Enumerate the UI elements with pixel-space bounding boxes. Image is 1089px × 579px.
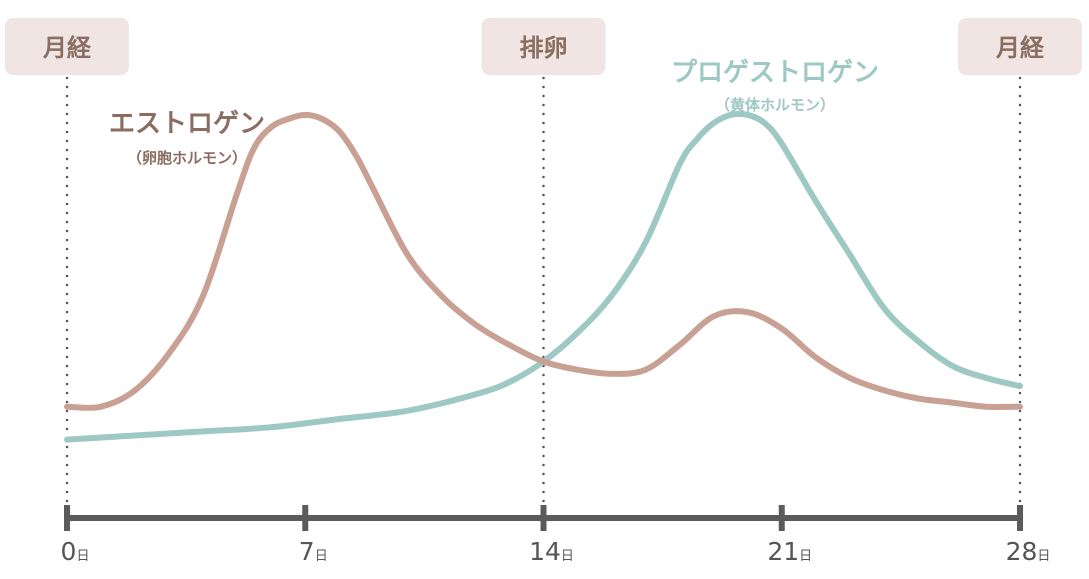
- x-tick-unit: 日: [1037, 549, 1050, 564]
- phase-marker-box: [481, 18, 606, 75]
- phase-marker-label: 排卵: [520, 34, 568, 62]
- series-lines: [64, 110, 1023, 443]
- progesterone-line: [64, 110, 1023, 443]
- x-tick-label: 21日: [767, 537, 812, 566]
- x-tick-number: 7: [299, 537, 315, 566]
- x-tick-unit: 日: [561, 549, 574, 564]
- estrogen-sublabel: （卵胞ホルモン）: [127, 149, 247, 167]
- x-tick-label: 7日: [299, 537, 328, 566]
- phase-marker-label: 月経: [42, 34, 92, 62]
- x-tick-number: 0: [61, 537, 77, 566]
- x-tick-label: 0日: [61, 537, 90, 566]
- x-tick-unit: 日: [799, 549, 812, 564]
- progesterone-label: プロゲストロゲン: [671, 58, 879, 88]
- x-tick-label: 28日: [1006, 537, 1051, 566]
- phase-marker-label: 月経: [995, 34, 1045, 62]
- x-tick-number: 28: [1006, 537, 1038, 566]
- x-tick-label: 14日: [529, 537, 574, 566]
- x-tick-number: 14: [529, 537, 561, 566]
- x-tick-unit: 日: [76, 549, 89, 564]
- estrogen-label: エストロゲン: [109, 109, 265, 139]
- x-axis: 0日 7日 14日 21日 28日: [61, 505, 1051, 566]
- phase-marker-box: [958, 18, 1082, 75]
- progesterone-sublabel: （黄体ホルモン）: [715, 96, 835, 114]
- series-labels: エストロゲン （卵胞ホルモン） プロゲストロゲン （黄体ホルモン）: [109, 58, 879, 167]
- phase-marker-box: [5, 18, 129, 75]
- x-tick-unit: 日: [315, 549, 328, 564]
- phase-markers: 月経 排卵 月経: [5, 18, 1082, 510]
- estrogen-line: [64, 111, 1023, 411]
- x-tick-number: 21: [767, 537, 799, 566]
